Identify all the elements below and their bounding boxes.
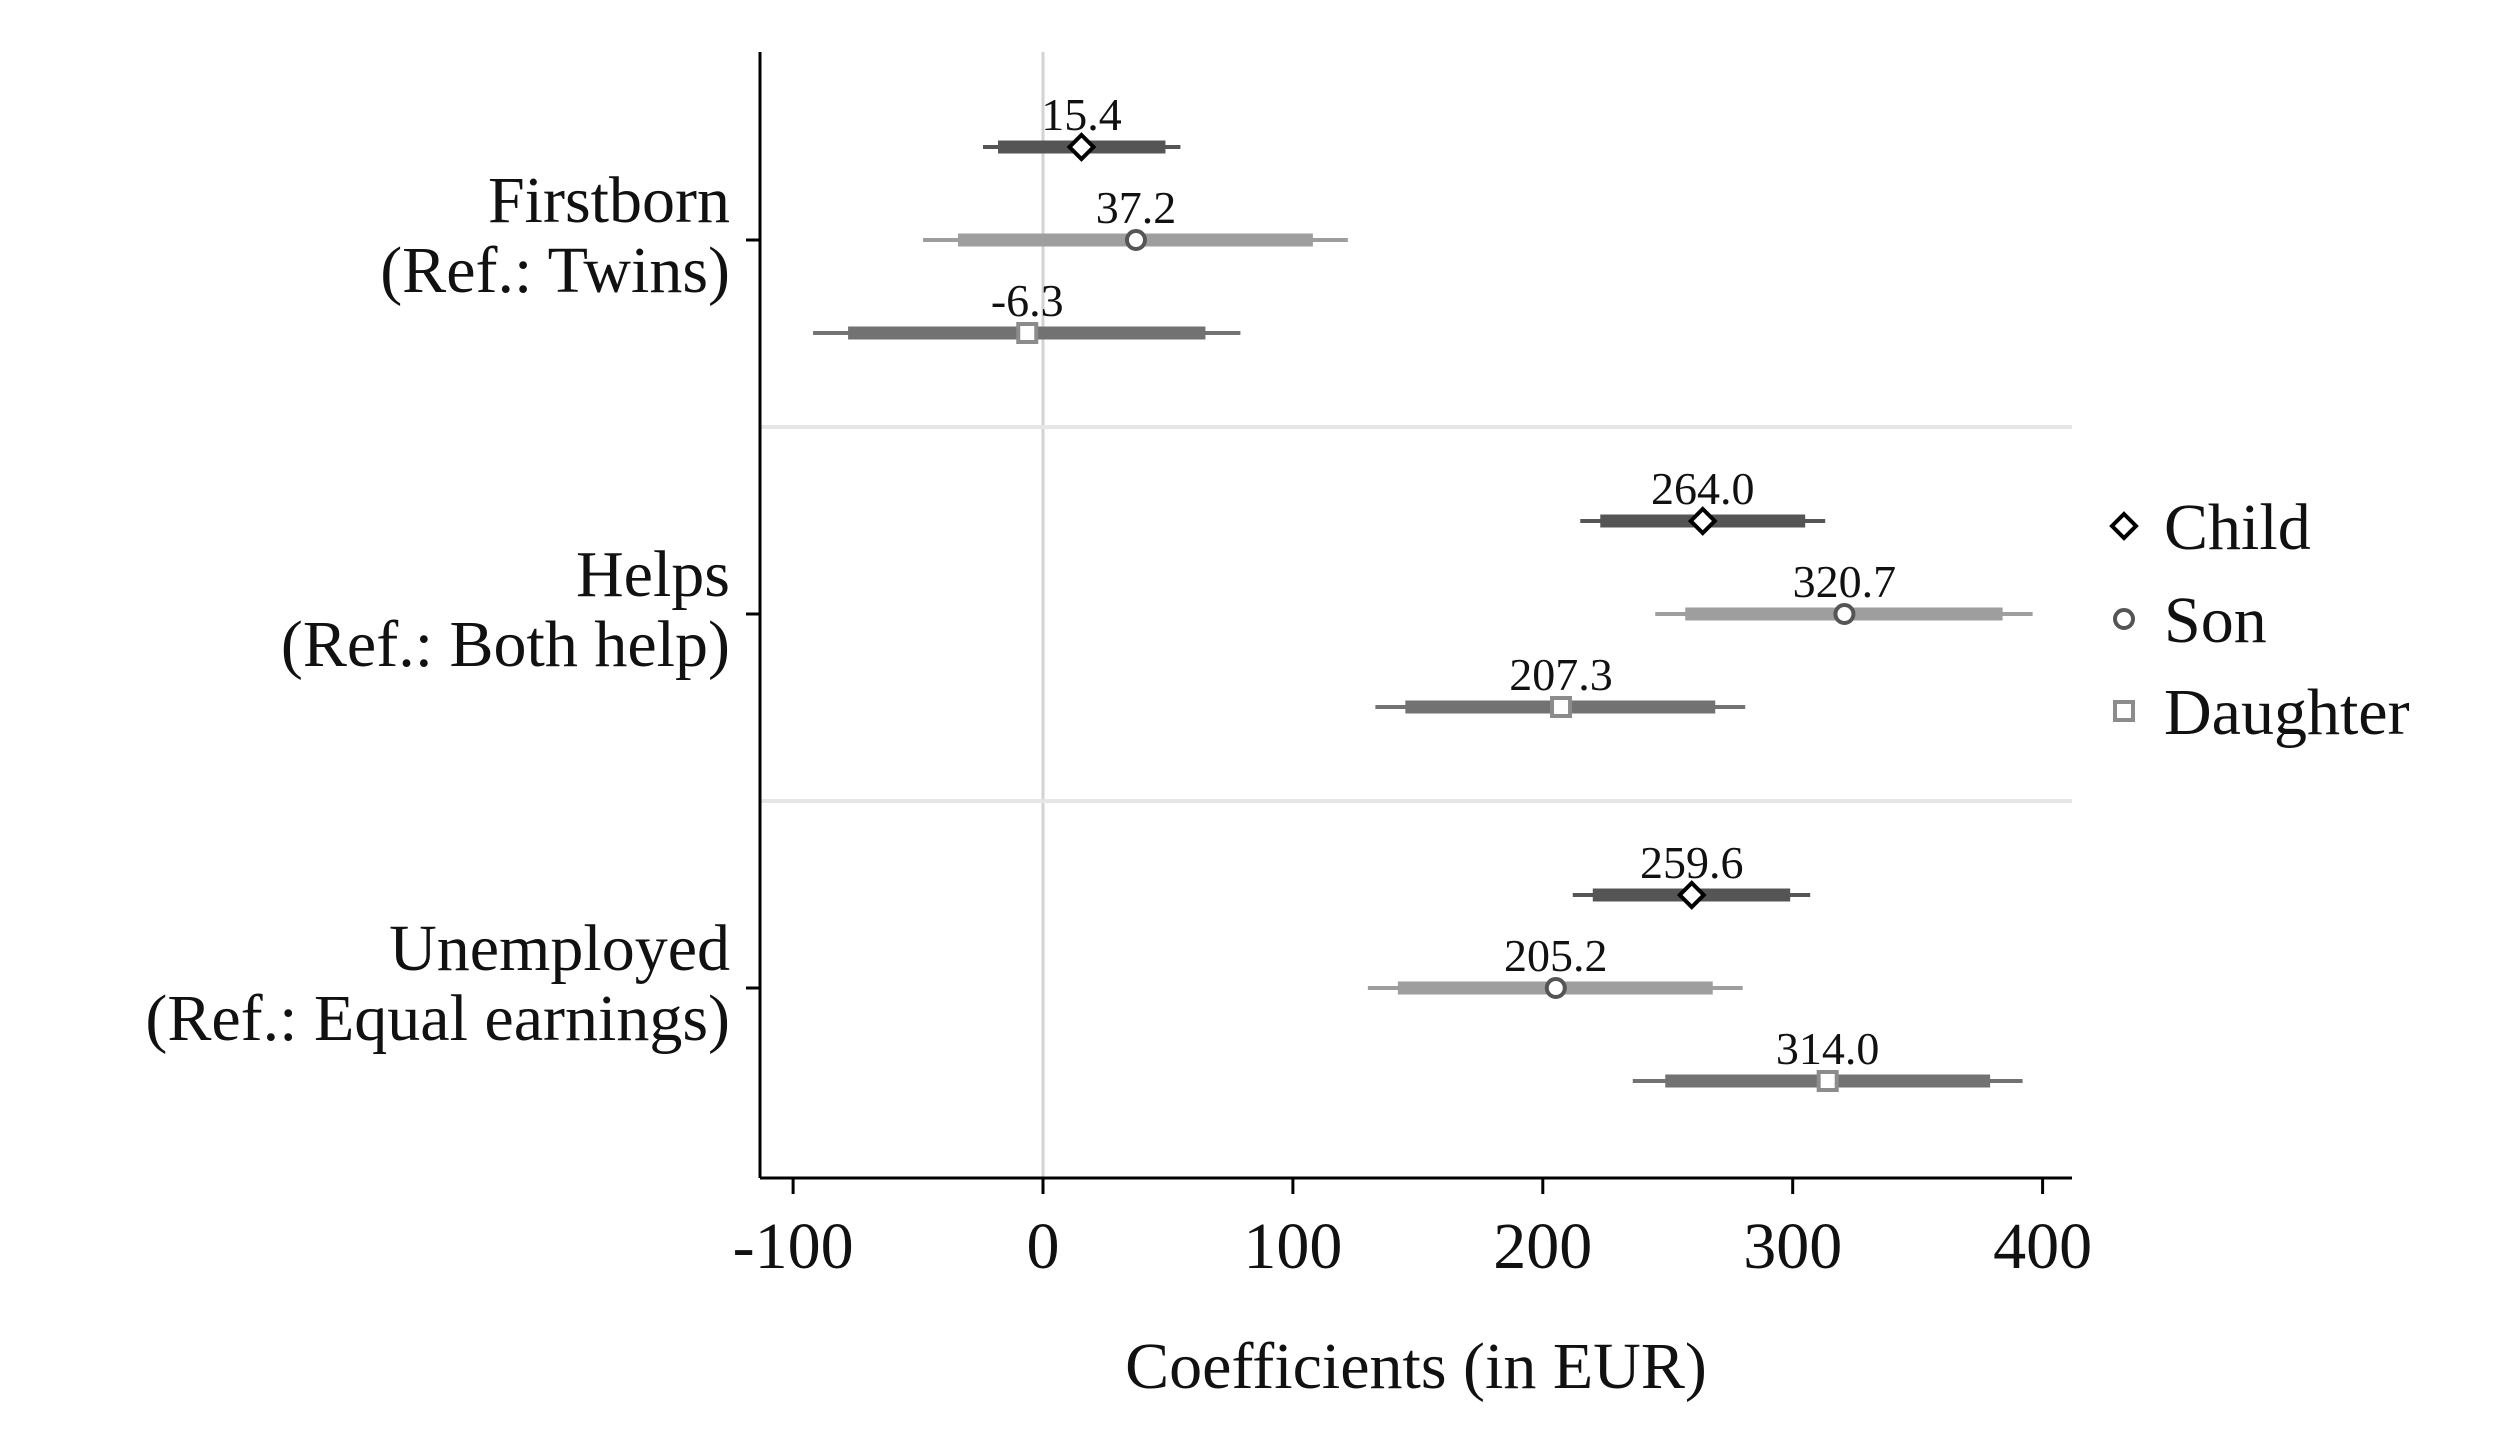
x-tick-label: 0: [1027, 1210, 1060, 1283]
x-tick-label: 400: [1993, 1210, 2092, 1283]
data-label-layer: 15.4 37.2 -6.3 264.0 320.7 207.3 259.6 205.2 314…: [991, 89, 1896, 1074]
data-label: 15.4: [1041, 89, 1122, 140]
point-marker: [1833, 603, 1856, 625]
category-label: Unemployed: [389, 912, 730, 985]
x-tick-label: -100: [733, 1210, 854, 1283]
data-label: -6.3: [991, 275, 1064, 326]
category-label: (Ref.: Equal earnings): [145, 982, 730, 1055]
data-label: 37.2: [1096, 182, 1177, 233]
legend-marker: [2109, 511, 2139, 541]
marker-layer: [1016, 132, 1856, 1092]
legend-marker: [2113, 608, 2135, 630]
category-label: Helps: [576, 538, 730, 611]
category-label: Firstborn: [488, 164, 730, 237]
axes-layer: Firstborn(Ref.: Twins) Helps(Ref.: Both h…: [145, 52, 2092, 1403]
legend-marker: [2113, 700, 2135, 722]
data-label: 259.6: [1640, 837, 1744, 888]
legend-label: Daughter: [2164, 676, 2410, 749]
category-label: (Ref.: Both help): [281, 608, 730, 681]
point-marker: [1544, 977, 1567, 999]
data-label: 320.7: [1793, 556, 1897, 607]
x-tick-label: 200: [1493, 1210, 1592, 1283]
data-label: 264.0: [1651, 463, 1755, 514]
data-label: 205.2: [1504, 930, 1608, 981]
point-marker: [1016, 322, 1039, 344]
category-label: (Ref.: Twins): [380, 234, 730, 307]
data-label: 314.0: [1776, 1023, 1880, 1074]
point-marker: [1676, 880, 1707, 910]
data-label: 207.3: [1509, 649, 1613, 700]
point-marker: [1816, 1070, 1839, 1092]
point-marker: [1066, 132, 1097, 162]
point-marker: [1550, 696, 1573, 718]
point-marker: [1124, 229, 1147, 251]
legend: Child Son Daughter: [2109, 491, 2410, 749]
x-tick-label: 300: [1743, 1210, 1842, 1283]
legend-label: Child: [2164, 491, 2311, 564]
x-axis-title: Coefficients (in EUR): [1125, 1330, 1707, 1403]
legend-label: Son: [2164, 584, 2267, 657]
x-tick-label: 100: [1243, 1210, 1342, 1283]
point-marker: [1687, 506, 1718, 536]
